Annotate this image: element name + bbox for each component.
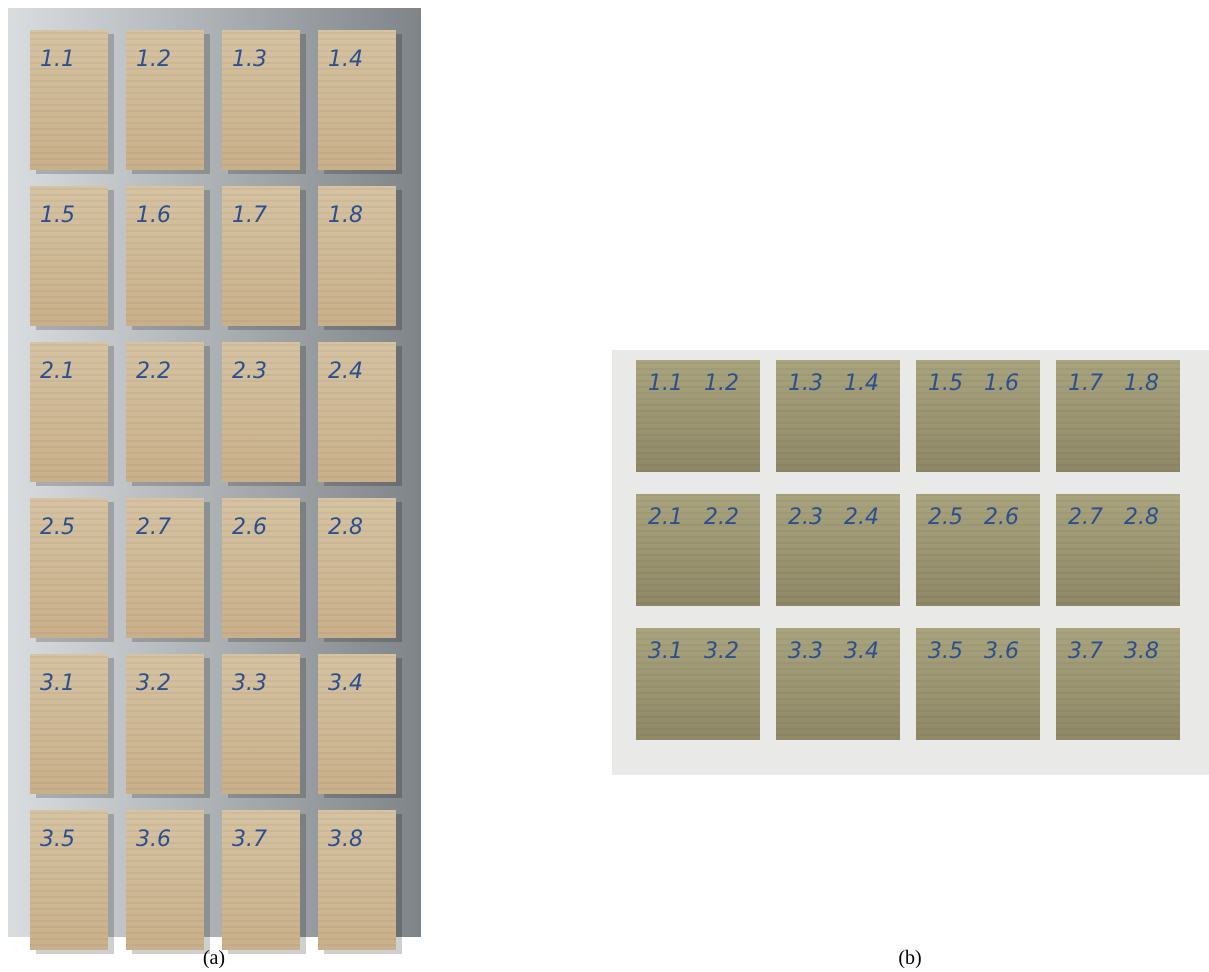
block-label: 3.3 [232,671,267,696]
block-label: 2.5 [40,515,75,540]
wood-grain [30,30,108,170]
block-label: 3.8 [1124,639,1159,664]
block-label: 3.5 [928,639,963,664]
block-label: 1.6 [984,371,1019,396]
block-label: 2.6 [984,505,1019,530]
wood-grain [126,30,204,170]
wood-grain [126,342,204,482]
wood-grain [126,186,204,326]
wood-grain [126,654,204,794]
wood-grain [318,498,396,638]
wood-grain [30,654,108,794]
block-label: 2.1 [40,359,75,384]
wood-grain [30,186,108,326]
block-label: 1.7 [1068,371,1103,396]
block-label: 1.8 [328,203,363,228]
block-label: 2.3 [232,359,267,384]
block-label: 2.8 [328,515,363,540]
block-label: 1.8 [1124,371,1159,396]
wood-grain [222,810,300,950]
wood-grain [222,30,300,170]
block-label: 3.2 [136,671,171,696]
block-label: 3.7 [1068,639,1103,664]
block-label: 3.1 [648,639,683,664]
wood-grain [126,498,204,638]
caption-b: (b) [898,947,921,969]
block-label: 2.3 [788,505,823,530]
wood-grain [776,628,900,740]
wood-grain [916,628,1040,740]
block-label: 1.4 [844,371,879,396]
block-label: 1.1 [40,47,75,72]
block-label: 1.5 [40,203,75,228]
block-label: 2.8 [1124,505,1159,530]
block-label: 2.1 [648,505,683,530]
wood-grain [1056,628,1180,740]
block-label: 2.5 [928,505,963,530]
block-label: 1.2 [704,371,739,396]
wood-grain [222,654,300,794]
block-label: 2.7 [136,515,171,540]
block-label: 1.3 [788,371,823,396]
block-label: 2.2 [704,505,739,530]
block-label: 3.3 [788,639,823,664]
wood-grain [318,30,396,170]
block-label: 3.8 [328,827,363,852]
wood-grain [318,186,396,326]
block-label: 1.6 [136,203,171,228]
wood-grain [916,360,1040,472]
block-label: 3.4 [844,639,879,664]
block-label: 2.6 [232,515,267,540]
wood-grain [916,494,1040,606]
block-label: 3.7 [232,827,267,852]
block-label: 3.4 [328,671,363,696]
block-label: 1.4 [328,47,363,72]
block-label: 3.6 [984,639,1019,664]
block-label: 1.2 [136,47,171,72]
wood-grain [1056,494,1180,606]
block-label: 3.6 [136,827,171,852]
wood-grain [636,628,760,740]
block-label: 2.2 [136,359,171,384]
caption-a: (a) [203,947,225,969]
wood-grain [318,810,396,950]
block-label: 3.2 [704,639,739,664]
block-label: 2.7 [1068,505,1103,530]
wood-grain [318,654,396,794]
wood-grain [30,342,108,482]
wood-grain [636,360,760,472]
block-label: 3.5 [40,827,75,852]
block-label: 1.7 [232,203,267,228]
wood-grain [30,498,108,638]
wood-grain [222,186,300,326]
block-label: 1.3 [232,47,267,72]
wood-grain [222,498,300,638]
block-label: 2.4 [328,359,363,384]
wood-grain [30,810,108,950]
block-label: 3.1 [40,671,75,696]
wood-grain [776,360,900,472]
wood-grain [1056,360,1180,472]
wood-grain [318,342,396,482]
block-label: 1.5 [928,371,963,396]
wood-grain [222,342,300,482]
wood-grain [636,494,760,606]
block-label: 2.4 [844,505,879,530]
wood-grain [776,494,900,606]
wood-grain [126,810,204,950]
block-label: 1.1 [648,371,683,396]
